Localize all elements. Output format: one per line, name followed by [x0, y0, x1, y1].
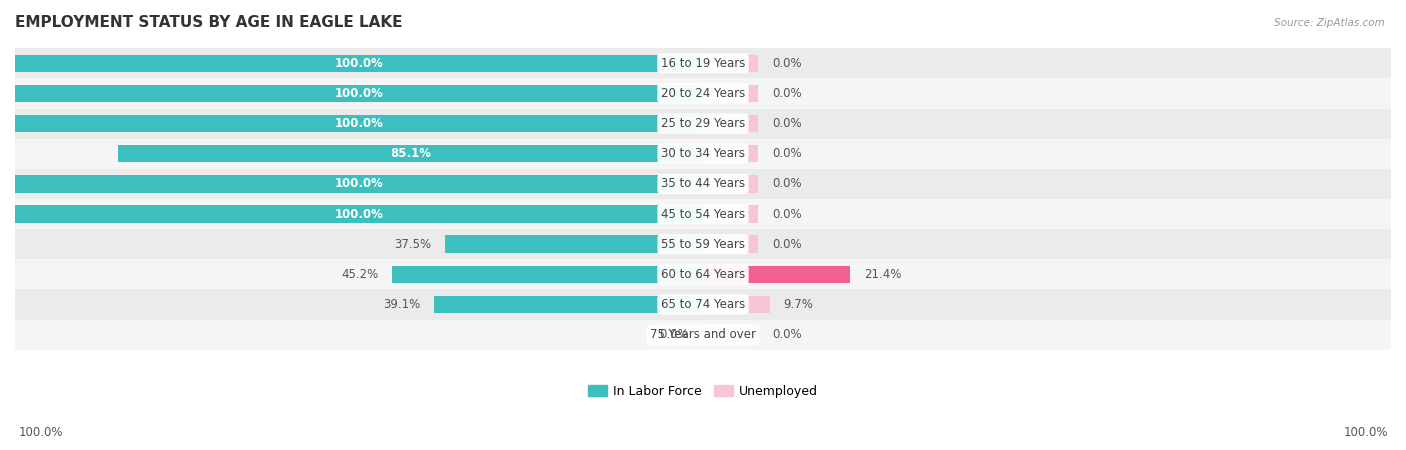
Bar: [703, 115, 758, 132]
Text: 100.0%: 100.0%: [335, 87, 384, 100]
Bar: [434, 296, 703, 313]
Legend: In Labor Force, Unemployed: In Labor Force, Unemployed: [588, 385, 818, 398]
Bar: [15, 108, 1391, 139]
Text: 85.1%: 85.1%: [389, 147, 430, 160]
Text: 0.0%: 0.0%: [772, 207, 801, 220]
Bar: [15, 175, 703, 193]
Text: 20 to 24 Years: 20 to 24 Years: [661, 87, 745, 100]
Text: 39.1%: 39.1%: [382, 298, 420, 311]
Bar: [15, 320, 1391, 350]
Text: 0.0%: 0.0%: [772, 147, 801, 160]
Text: 0.0%: 0.0%: [772, 57, 801, 70]
Text: 100.0%: 100.0%: [1343, 426, 1388, 439]
Text: 100.0%: 100.0%: [335, 57, 384, 70]
Text: 55 to 59 Years: 55 to 59 Years: [661, 238, 745, 251]
Text: 45 to 54 Years: 45 to 54 Years: [661, 207, 745, 220]
Text: Source: ZipAtlas.com: Source: ZipAtlas.com: [1274, 18, 1385, 28]
Bar: [15, 289, 1391, 320]
Text: 21.4%: 21.4%: [865, 268, 901, 281]
Bar: [15, 85, 703, 102]
Text: 30 to 34 Years: 30 to 34 Years: [661, 147, 745, 160]
Bar: [15, 169, 1391, 199]
Bar: [703, 266, 851, 283]
Bar: [15, 78, 1391, 108]
Bar: [703, 145, 758, 162]
Text: 16 to 19 Years: 16 to 19 Years: [661, 57, 745, 70]
Bar: [446, 235, 703, 253]
Text: 9.7%: 9.7%: [783, 298, 813, 311]
Bar: [15, 199, 1391, 229]
Text: 100.0%: 100.0%: [335, 117, 384, 130]
Text: 75 Years and over: 75 Years and over: [650, 328, 756, 341]
Bar: [118, 145, 703, 162]
Text: 0.0%: 0.0%: [659, 328, 689, 341]
Text: 35 to 44 Years: 35 to 44 Years: [661, 177, 745, 190]
Bar: [15, 139, 1391, 169]
Bar: [703, 296, 769, 313]
Text: 65 to 74 Years: 65 to 74 Years: [661, 298, 745, 311]
Bar: [15, 115, 703, 132]
Bar: [703, 85, 758, 102]
Bar: [703, 235, 758, 253]
Text: 37.5%: 37.5%: [394, 238, 432, 251]
Bar: [15, 54, 703, 72]
Text: 0.0%: 0.0%: [772, 117, 801, 130]
Text: 0.0%: 0.0%: [772, 177, 801, 190]
Bar: [703, 175, 758, 193]
Bar: [703, 205, 758, 223]
Text: 100.0%: 100.0%: [335, 177, 384, 190]
Bar: [703, 54, 758, 72]
Bar: [15, 48, 1391, 78]
Text: 100.0%: 100.0%: [335, 207, 384, 220]
Bar: [703, 326, 758, 343]
Text: EMPLOYMENT STATUS BY AGE IN EAGLE LAKE: EMPLOYMENT STATUS BY AGE IN EAGLE LAKE: [15, 15, 402, 30]
Bar: [15, 259, 1391, 289]
Text: 100.0%: 100.0%: [18, 426, 63, 439]
Text: 45.2%: 45.2%: [342, 268, 378, 281]
Bar: [15, 205, 703, 223]
Text: 25 to 29 Years: 25 to 29 Years: [661, 117, 745, 130]
Text: 60 to 64 Years: 60 to 64 Years: [661, 268, 745, 281]
Text: 0.0%: 0.0%: [772, 238, 801, 251]
Bar: [392, 266, 703, 283]
Bar: [15, 229, 1391, 259]
Text: 0.0%: 0.0%: [772, 328, 801, 341]
Text: 0.0%: 0.0%: [772, 87, 801, 100]
